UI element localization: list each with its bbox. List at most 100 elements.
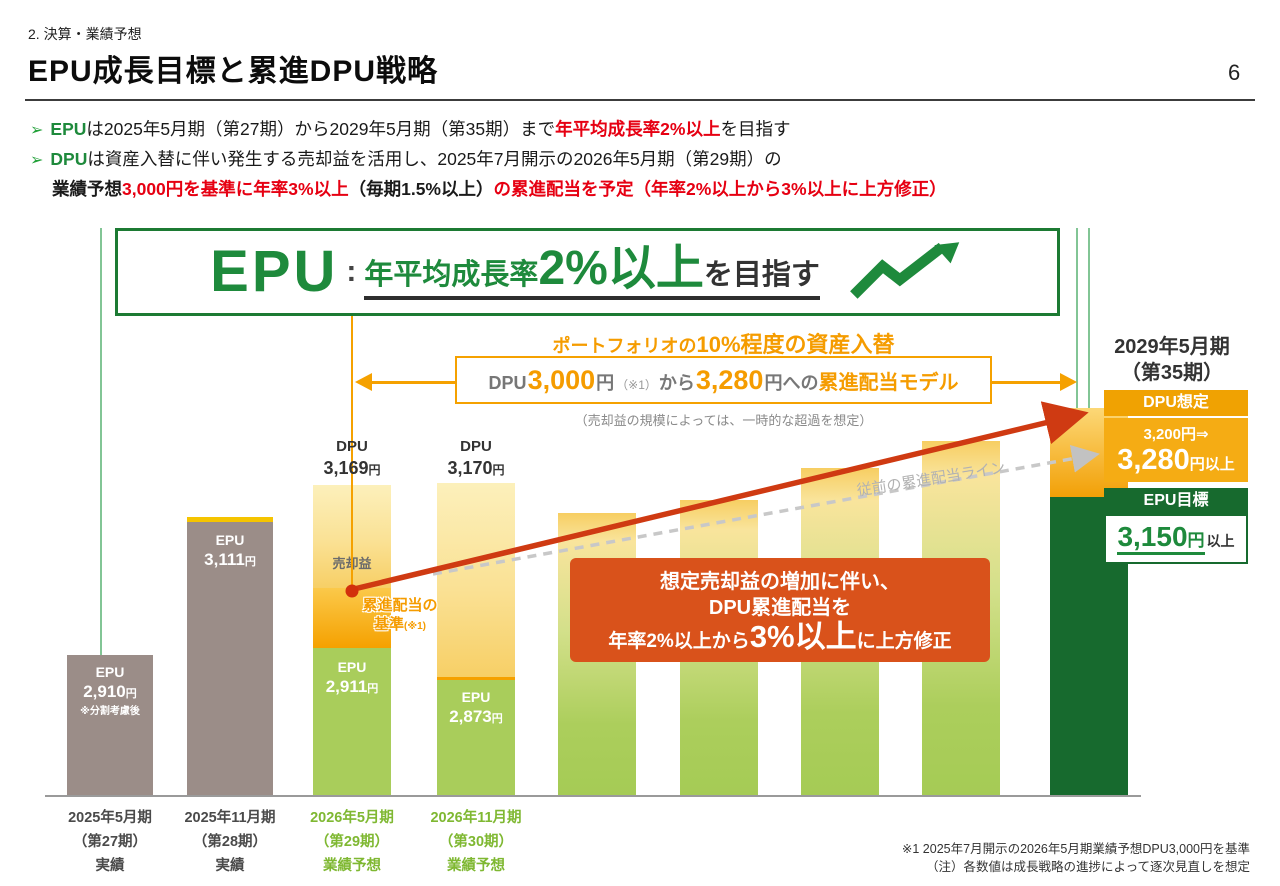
- progressive-base-ref: (※1): [404, 620, 426, 632]
- xaxis-29-term: （第29期）: [314, 834, 390, 850]
- footnote-2: （注）各数値は成長戦略の進捗によって逐次見直しを想定: [925, 860, 1250, 875]
- bar-29th-dpu-unit: 円: [368, 462, 381, 477]
- progressive-base-label: 累進配当の 基準(※1): [352, 597, 448, 635]
- xaxis-28-term: （第28期）: [192, 834, 268, 850]
- bar-30th-dpu-label: DPU 3,170円: [437, 438, 515, 480]
- epu-keyword: EPU: [50, 119, 87, 139]
- callout-line2: DPU累進配当を: [708, 597, 852, 619]
- dpu-target-suffix: 円以上: [1189, 456, 1235, 473]
- epu-target-value-box: 3,150 円以上: [1104, 514, 1248, 564]
- banner-colon: :: [346, 255, 357, 288]
- callout-line3: 年率2%以上から3%以上に上方修正: [570, 621, 990, 653]
- bar-30th-epu-unit: 円: [491, 713, 503, 726]
- progressive-base-line2: 基準(※1): [352, 616, 448, 635]
- epu-target-unit: 円: [1187, 531, 1205, 550]
- xaxis-30-period: 2026年11月期: [430, 810, 522, 826]
- dpu-model-footref: （※1）: [616, 378, 657, 392]
- bar-30th-gain-segment: [437, 483, 515, 680]
- xaxis-28-period: 2025年11月期: [184, 810, 276, 826]
- dpu-model-unit: 円: [596, 373, 615, 393]
- epu-target-value: 3,150: [1117, 521, 1188, 552]
- dpu-model-box: DPU3,000円 （※1） から3,280円への累進配当モデル: [455, 356, 992, 404]
- bar-29th-dpu-name: DPU: [336, 438, 368, 455]
- bar-27th-actual: EPU 2,910円 ※分割考慮後: [67, 655, 153, 795]
- section-label: 2. 決算・業績予想: [28, 26, 142, 42]
- bar-28th-epu-name: EPU: [215, 532, 245, 548]
- bar-30th-epu-value: 2,873: [449, 707, 492, 727]
- chart-right-boundary-line-2: [1088, 228, 1090, 412]
- asset-label-part1: ポートフォリオの: [552, 336, 697, 356]
- progressive-base-text2: 基準: [374, 615, 405, 633]
- epu-target-banner: EPU : 年平均成長率 2%以上 を目指す: [115, 228, 1060, 316]
- xaxis-30-type: 業績予想: [447, 858, 505, 874]
- dpu-model-to-value: 3,280: [695, 365, 764, 395]
- callout-line3a: 年率2%以上から: [608, 631, 750, 652]
- callout-line3c: に上方修正: [856, 631, 952, 652]
- base-level-guide-line: [351, 316, 353, 592]
- bullet-text: 業績予想: [52, 179, 122, 199]
- xaxis-29-type: 業績予想: [323, 858, 381, 874]
- xaxis-label-28: 2025年11月期 （第28期） 実績: [160, 806, 300, 878]
- bar-30th-epu-name: EPU: [461, 689, 491, 705]
- asset-replacement-label: ポートフォリオの10%程度の資産入替: [455, 327, 992, 359]
- xaxis-27-period: 2025年5月期: [68, 810, 152, 826]
- base-3000-highlight: 3,000円を基準に年率3%以上: [122, 179, 349, 199]
- dpu-target-value-box: 3,200円⇒ 3,280円以上: [1104, 418, 1248, 482]
- banner-goal-part1: 年平均成長率: [364, 258, 539, 291]
- bar-28th-epu-unit: 円: [244, 556, 256, 569]
- bar-29th-dpu-value: 3,169: [323, 457, 369, 478]
- bar-29th-epu-value-line: 2,911円: [313, 676, 391, 699]
- target-period-year: 2029年5月期: [1114, 336, 1230, 358]
- bar-30th-epu-segment: EPU 2,873円: [437, 680, 515, 795]
- bar-28th-label: EPU 3,111円: [187, 517, 273, 572]
- bar-30th-dpu-value-line: 3,170円: [437, 457, 515, 480]
- growth-arrow-icon: [849, 242, 960, 299]
- bar-27th-epu-value: 2,910: [83, 682, 126, 702]
- revision-highlight: の累進配当を予定（年率2%以上から3%以上に上方修正）: [493, 179, 947, 199]
- dpu-target-to: 3,280円以上: [1104, 444, 1248, 477]
- dpu-model-unit2: 円への: [764, 373, 819, 393]
- bullet-text: は2025年5月期（第27期）から2029年5月期（第35期）まで: [86, 119, 556, 139]
- bar-27th-label: EPU 2,910円 ※分割考慮後: [67, 655, 153, 718]
- title-divider: [25, 99, 1255, 101]
- bar-29th-dpu-value-line: 3,169円: [313, 457, 391, 480]
- bar-29th-dpu-label: DPU 3,169円: [313, 438, 391, 480]
- asset-label-part2: 10%程度の資産入替: [696, 332, 895, 357]
- growth-rate-highlight: 年平均成長率2%以上: [555, 119, 721, 139]
- bar-28th-epu-value-line: 3,111円: [187, 549, 273, 572]
- xaxis-label-29: 2026年5月期 （第29期） 業績予想: [282, 806, 422, 878]
- target-period-term: （第35期）: [1120, 362, 1224, 384]
- x-axis-line: [45, 795, 1141, 797]
- banner-epu-text: EPU: [210, 239, 339, 304]
- bar-30th-dpu-unit: 円: [492, 462, 505, 477]
- bullet-text: は資産入替に伴い発生する売却益を活用し、2025年7月開示の2026年5月期（第…: [87, 149, 782, 169]
- chart-left-boundary-line: [100, 228, 102, 795]
- arrow-left-icon: [355, 373, 372, 391]
- dpu-target-header: DPU想定: [1104, 390, 1248, 416]
- epu-target-suffix: 以上: [1206, 533, 1235, 549]
- bar-29th-epu-value: 2,911: [325, 677, 368, 697]
- bullet-arrow-icon: ➢: [30, 152, 44, 169]
- xaxis-28-type: 実績: [215, 858, 245, 874]
- callout-line1: 想定売却益の増加に伴い、: [660, 571, 900, 593]
- dpu-keyword: DPU: [50, 149, 88, 169]
- epu-target-underline: 3,150 円: [1117, 521, 1205, 555]
- footnote-1: ※1 2025年7月開示の2026年5月期業績予想DPU3,000円を基準: [901, 842, 1250, 856]
- bullet-dpu-line2: 業績予想3,000円を基準に年率3%以上（毎期1.5%以上）の累進配当を予定（年…: [52, 176, 947, 201]
- arrow-right-icon: [1060, 373, 1077, 391]
- bar-29th-epu-label: EPU 2,911円: [313, 648, 391, 699]
- xaxis-label-27: 2025年5月期 （第27期） 実績: [40, 806, 180, 878]
- bullet-dpu-line1: ➢ DPUは資産入替に伴い発生する売却益を活用し、2025年7月開示の2026年5…: [30, 146, 782, 171]
- xaxis-label-30: 2026年11月期 （第30期） 業績予想: [406, 806, 546, 878]
- bullet-arrow-icon: ➢: [30, 122, 44, 139]
- bullet-epu: ➢ EPUは2025年5月期（第27期）から2029年5月期（第35期）まで年平均…: [30, 116, 790, 141]
- bar-29th-epu-unit: 円: [367, 683, 379, 696]
- bar-27th-note: ※分割考慮後: [80, 705, 140, 717]
- dpu-target-from: 3,200円⇒: [1143, 426, 1209, 443]
- bar-27th-epu-name: EPU: [95, 664, 125, 680]
- banner-goal-part2: 2%以上: [538, 241, 704, 295]
- dpu-model-tail: 累進配当モデル: [818, 372, 959, 394]
- dpu-model-note: （売却益の規模によっては、一時的な超過を想定）: [574, 413, 873, 428]
- dpu-model-from-value: 3,000: [527, 365, 596, 395]
